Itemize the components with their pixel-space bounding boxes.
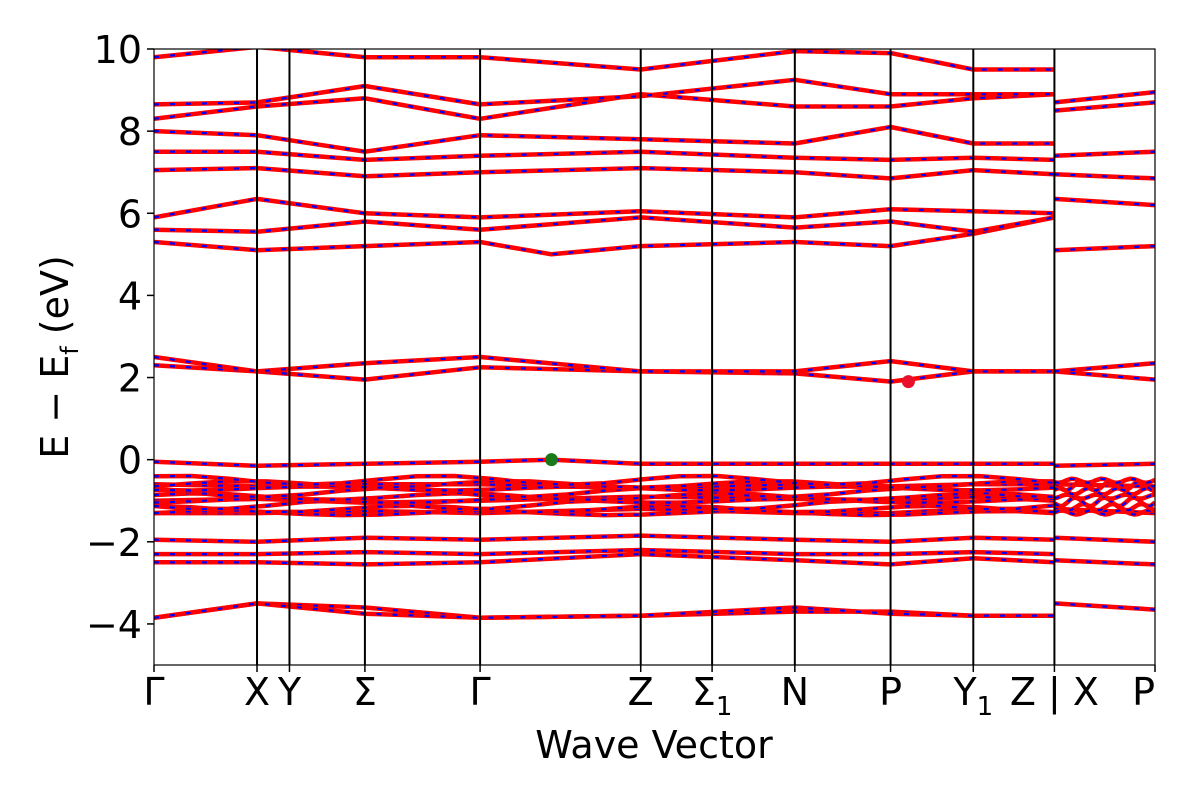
y-axis-label-unit: (eV) [33,255,77,346]
x-tick-label-6: Σ1 [692,670,733,722]
y-axis-label-sub: f [56,346,84,355]
dense-band-0-8-overlay [154,474,1055,486]
band-33-overlay [1054,91,1155,104]
band-25-overlay [1054,462,1155,467]
x-axis-label: Wave Vector [535,723,773,767]
x-tick-label-5: Z [628,670,654,714]
cbm-marker [901,375,915,389]
x-tick-label-sub-6: 1 [716,692,733,722]
x-tick-label-main-10: Z | X [1010,670,1099,715]
dense-band-0-1-overlay [154,504,1055,514]
band-20-overlay [1054,602,1155,611]
y-axis-ticks: −4 −2 0 2 4 6 8 10 [86,28,154,647]
x-tick-label-2: Y [277,670,302,714]
plot-frame [153,48,1156,666]
x-tick-label-main-7: N [781,670,809,714]
y-tick-label-0: −4 [86,603,142,647]
band-32-overlay [1054,101,1155,112]
x-tick-label-10: Z | X [1010,670,1099,715]
dense-band-0-0-overlay [154,509,1055,517]
bands-layer [154,49,1155,621]
x-tick-label-3: Σ [353,670,377,714]
vbm-marker [544,453,558,467]
y-axis-label: E − Ef (eV) [33,255,84,459]
y-tick-label-2: 0 [118,439,142,483]
x-tick-label-1: X [244,670,270,714]
x-tick-label-0: Γ [143,670,164,714]
y-tick-label-7: 10 [94,28,142,72]
x-tick-label-sub-9: 1 [977,692,994,722]
band-28-overlay [1054,245,1155,252]
x-tick-label-main-5: Z [628,670,654,714]
y-tick-label-3: 2 [118,357,142,401]
x-tick-label-main-0: Γ [143,670,164,714]
band-22-overlay [1054,536,1155,543]
y-tick-label-5: 6 [118,192,142,236]
x-tick-label-main-9: Y [952,670,977,714]
dense-band-1-0-overlay [1054,509,1155,516]
band-29-overlay [1054,197,1155,207]
x-tick-label-main-6: Σ [692,670,716,714]
x-tick-label-4: Γ [470,670,491,714]
dense-band-0-7-overlay [154,480,1055,489]
band-30-overlay [1054,173,1155,180]
dense-band-1-1-overlay [1054,502,1155,512]
x-tick-label-main-2: Y [277,670,302,714]
x-tick-label-main-4: Γ [470,670,491,714]
band-31-overlay [1054,150,1155,157]
band-11 [154,215,1055,257]
y-tick-label-1: −2 [86,521,142,565]
dense-band-1-4-overlay [1054,486,1155,496]
y-tick-label-6: 8 [118,110,142,154]
band-21-overlay [1054,559,1155,566]
dense-band-1-6-overlay [1054,477,1155,484]
x-tick-label-main-1: X [244,670,270,714]
y-tick-label-4: 4 [118,274,142,318]
extrema-markers [544,375,915,467]
x-tick-label-main-8: P [879,670,902,714]
band-27-overlay [1054,362,1155,373]
kpoint-lines [256,49,1056,665]
x-tick-label-8: P [879,670,902,714]
x-tick-label-9: Y1 [952,670,993,722]
x-tick-label-7: N [781,670,809,714]
band-8 [154,457,1055,469]
y-axis-label-main: E − E [33,355,77,459]
x-tick-label-main-11: P [1132,670,1155,714]
x-tick-label-11: P [1132,670,1155,714]
x-tick-label-main-3: Σ [353,670,377,714]
band-26-overlay [1054,370,1155,381]
dense-band-0-4-overlay [154,492,1055,501]
